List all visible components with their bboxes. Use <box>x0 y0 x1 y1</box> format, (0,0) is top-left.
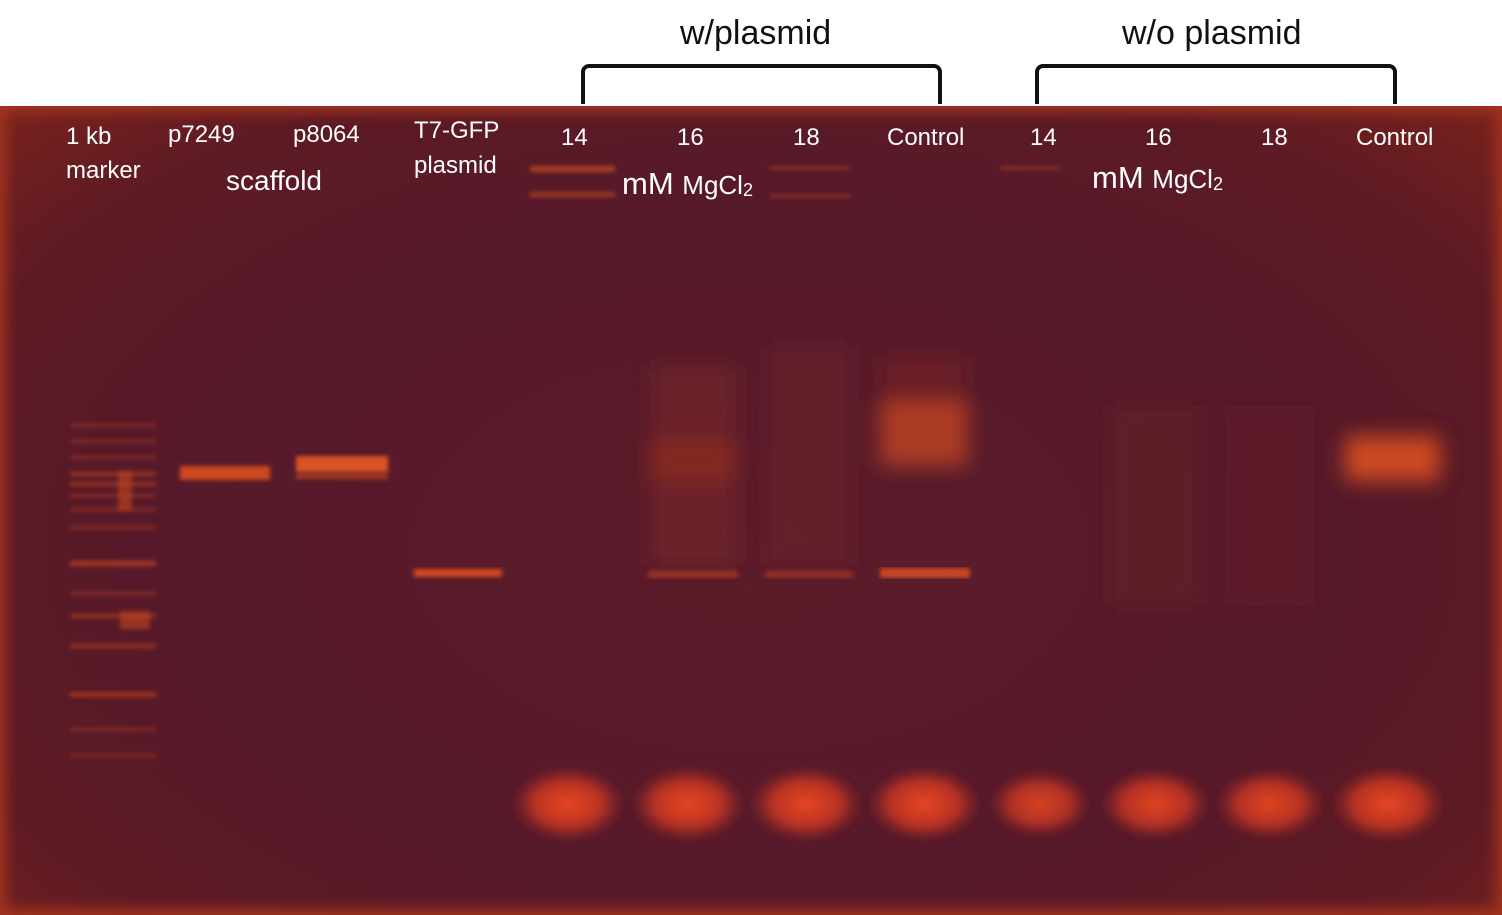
wp-18-label: 18 <box>793 124 820 151</box>
plasmid-bands <box>414 568 970 578</box>
wop-control-label: Control <box>1356 124 1434 151</box>
t7gfp-label-line2: plasmid <box>414 152 497 179</box>
scaffold-label: scaffold <box>226 165 322 196</box>
wop-16-label: 16 <box>1145 124 1172 151</box>
mgcl2-label-left: mM MgCl2 <box>622 166 753 201</box>
wop-14-label: 14 <box>1030 124 1057 151</box>
marker-label-line2: marker <box>66 157 141 184</box>
mgcl2-label-right: mM MgCl2 <box>1092 160 1223 195</box>
wop-18-label: 18 <box>1261 124 1288 151</box>
wp-14-label: 14 <box>561 124 588 151</box>
gel-bands <box>70 166 1446 842</box>
scaffold-bands <box>180 456 388 480</box>
p7249-label: p7249 <box>168 121 235 148</box>
marker-label-line1: 1 kb <box>66 123 112 150</box>
wo-plasmid-header: w/o plasmid <box>1122 14 1302 52</box>
smears <box>650 346 1440 606</box>
w-plasmid-header: w/plasmid <box>680 14 832 52</box>
wo-plasmid-bracket <box>1035 64 1397 104</box>
well-streaks <box>530 166 1060 198</box>
p8064-label: p8064 <box>293 121 360 148</box>
ladder-bands <box>70 424 156 757</box>
w-plasmid-bracket <box>581 64 942 104</box>
t7gfp-label-line1: T7-GFP <box>414 117 500 144</box>
wp-control-label: Control <box>887 124 965 151</box>
gel-image: 1 kb marker p7249 p8064 scaffold T7-GFP … <box>0 106 1502 915</box>
wp-16-label: 16 <box>677 124 704 151</box>
low-mw-blobs <box>510 766 1446 842</box>
